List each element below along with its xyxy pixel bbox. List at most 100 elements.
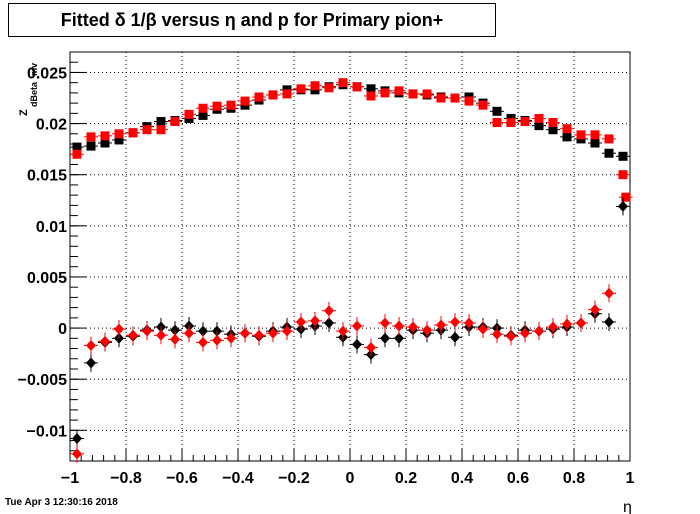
data-point	[604, 148, 614, 158]
data-point	[310, 81, 320, 91]
data-point	[212, 334, 222, 346]
data-point	[450, 331, 460, 343]
data-point	[590, 304, 600, 316]
data-point	[408, 321, 418, 333]
data-point	[618, 170, 628, 180]
data-point	[86, 339, 96, 351]
data-point	[604, 134, 614, 144]
y-tick-label: −0.005	[18, 372, 67, 389]
data-point	[156, 329, 166, 341]
series-1	[70, 78, 633, 202]
data-point	[520, 327, 530, 339]
data-point	[436, 319, 446, 331]
series-3	[70, 284, 616, 463]
data-point	[506, 118, 516, 128]
data-point	[534, 113, 544, 123]
data-point	[226, 100, 236, 110]
y-tick-labels: −0.01 −0.005 0 0.005 0.01 0.015 0.02 0.025	[18, 65, 67, 440]
y-tick-label: 0.01	[36, 219, 67, 236]
data-point	[436, 93, 446, 103]
data-point	[380, 332, 390, 344]
y-tick-label: 0.02	[36, 117, 67, 134]
data-point	[170, 117, 180, 127]
chart-title-box: Fitted δ 1/β versus η and p for Primary …	[8, 3, 496, 37]
data-point	[128, 128, 138, 138]
chart-title: Fitted δ 1/β versus η and p for Primary …	[60, 10, 444, 30]
data-point	[562, 318, 572, 330]
data-point	[604, 287, 614, 299]
data-point	[72, 448, 82, 460]
data-point	[86, 132, 96, 142]
x-tick-label: −0.8	[110, 470, 142, 487]
data-point	[520, 117, 530, 127]
data-point	[296, 316, 306, 328]
data-point	[366, 84, 376, 94]
data-point	[198, 336, 208, 348]
data-point	[422, 89, 432, 99]
data-point	[618, 151, 628, 161]
data-point	[590, 130, 600, 140]
data-point	[72, 433, 82, 445]
data-point	[464, 317, 474, 329]
data-point	[100, 131, 110, 141]
y-tick-label: −0.01	[27, 423, 68, 440]
x-tick-label: 0.8	[563, 470, 585, 487]
data-point	[156, 125, 166, 135]
data-point	[142, 125, 152, 135]
data-point	[576, 317, 586, 329]
data-point	[534, 121, 544, 131]
data-point	[506, 330, 516, 342]
x-tick-label: −0.6	[166, 470, 198, 487]
data-point	[240, 96, 250, 106]
data-point	[212, 101, 222, 111]
series-2	[70, 197, 630, 448]
y-axis-title-main: Z	[18, 109, 30, 116]
data-point	[478, 323, 488, 335]
data-point	[478, 100, 488, 110]
data-point	[114, 135, 124, 145]
data-point	[240, 327, 250, 339]
data-point	[198, 110, 208, 120]
data-point	[422, 324, 432, 336]
data-point	[548, 118, 558, 128]
data-point	[492, 328, 502, 340]
x-tick-label: −1	[61, 470, 79, 487]
x-tick-label: 0.6	[507, 470, 529, 487]
data-point	[128, 329, 138, 341]
data-point	[282, 325, 292, 337]
data-point	[324, 317, 334, 329]
data-point	[100, 138, 110, 148]
data-point	[198, 103, 208, 113]
data-point	[100, 335, 110, 347]
data-point	[548, 321, 558, 333]
data-point	[450, 316, 460, 328]
data-point	[492, 118, 502, 128]
data-point	[142, 325, 152, 337]
x-tick-label: −0.4	[222, 470, 254, 487]
data-point	[352, 82, 362, 92]
data-point	[562, 132, 572, 142]
data-point	[408, 89, 418, 99]
timestamp: Tue Apr 3 12:30:16 2018	[5, 497, 118, 508]
data-point	[366, 91, 376, 101]
data-point	[380, 317, 390, 329]
data-point	[394, 332, 404, 344]
data-point	[212, 325, 222, 337]
data-point	[464, 96, 474, 106]
data-point	[394, 320, 404, 332]
data-point	[198, 325, 208, 337]
data-point	[114, 332, 124, 344]
data-point	[184, 327, 194, 339]
data-point	[184, 109, 194, 119]
data-point	[170, 324, 180, 336]
data-point	[618, 200, 628, 212]
y-tick-label: 0.005	[27, 270, 67, 287]
data-point	[324, 83, 334, 93]
data-point	[72, 149, 82, 159]
data-point	[338, 78, 348, 88]
data-point	[380, 88, 390, 98]
data-point	[621, 192, 631, 202]
data-point	[548, 125, 558, 135]
data-point	[114, 129, 124, 139]
